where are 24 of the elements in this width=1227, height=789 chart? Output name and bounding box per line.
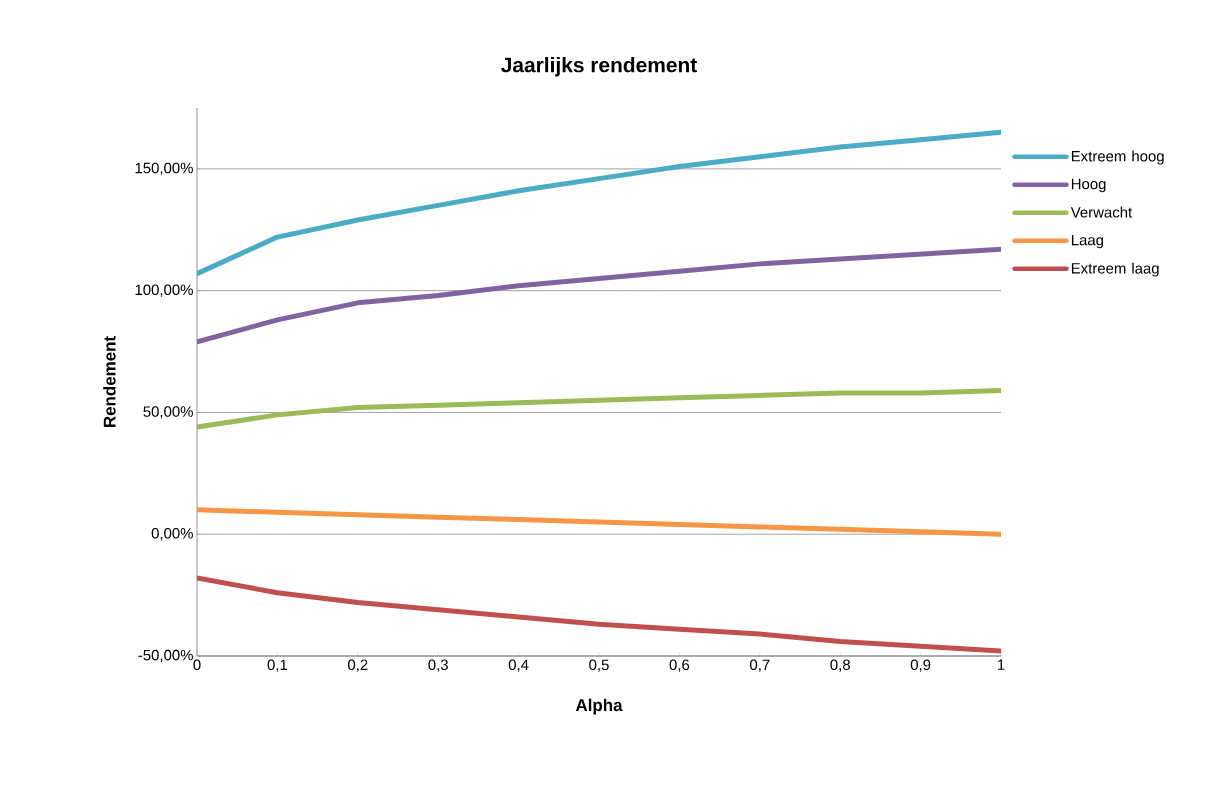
legend-label: Verwacht	[1070, 206, 1133, 218]
x-tick-label: 0,6	[669, 659, 690, 672]
legend-label: Laag	[1071, 234, 1103, 249]
x-tick-label: 0,5	[589, 659, 609, 672]
x-axis-title: Alpha	[575, 698, 623, 715]
x-tick-label: 0,2	[347, 659, 368, 672]
chart-title: Jaarlijks rendement	[501, 57, 697, 77]
x-tick-label: 0,4	[508, 659, 529, 672]
y-tick-label: 0,00%	[151, 528, 193, 541]
x-tick-label: 0,8	[830, 659, 850, 672]
y-tick-label: 100,00%	[135, 284, 193, 297]
x-tick-label: 0	[193, 659, 201, 671]
x-tick-label: 0,9	[910, 659, 931, 672]
x-tick-label: 0,3	[428, 659, 448, 672]
x-tick-label: 0,7	[750, 659, 770, 672]
legend-label: Extreem laag	[1071, 262, 1159, 277]
y-axis-title: Rendement	[103, 336, 116, 427]
y-tick-label: 50,00%	[143, 406, 193, 419]
y-tick-label: -50,00%	[138, 649, 193, 663]
legend-label: Hoog	[1071, 178, 1106, 193]
legend-label: Extreem hoog	[1071, 150, 1164, 165]
y-tick-label: 150,00%	[135, 162, 193, 176]
x-tick-label: 0,1	[267, 659, 288, 672]
x-tick-label: 1	[998, 659, 1005, 670]
